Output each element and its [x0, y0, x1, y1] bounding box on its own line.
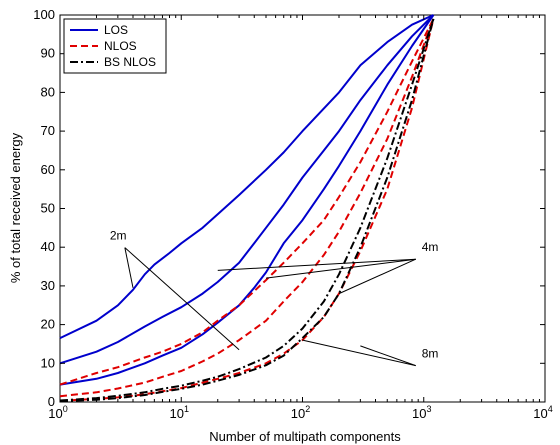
- series-line-los-1: [59, 14, 435, 365]
- annotation-2m: 2m: [110, 229, 240, 351]
- series-line-los-2: [59, 14, 435, 386]
- legend-label: LOS: [104, 23, 128, 37]
- annotation-label: 8m: [422, 347, 439, 361]
- series-line-los-0: [59, 14, 434, 340]
- legend-item-nlos: NLOS: [70, 39, 137, 53]
- x-tick-label: 102: [291, 404, 310, 421]
- x-tick-label: 103: [412, 404, 431, 421]
- legend-item-bs-nlos: BS NLOS: [70, 55, 156, 69]
- axis-layer: 0 10 20 30 40 50 60 70 80 90 100 100 101 102 103 104: [33, 7, 552, 421]
- annotation-pointer: [217, 258, 416, 271]
- annotation-pointer: [338, 258, 416, 295]
- annotation-pointer: [265, 258, 416, 279]
- annotation-pointer: [302, 339, 416, 367]
- y-tick-label: 70: [41, 123, 55, 138]
- annotation-layer: 2m 4m 8m: [110, 229, 439, 367]
- series-layer: [59, 14, 435, 403]
- annotation-label: 2m: [110, 229, 127, 243]
- y-tick-label: 40: [41, 239, 55, 254]
- series-line-bs-nlos-6: [59, 18, 435, 403]
- series-line-nlos-3: [59, 18, 435, 386]
- series-line-nlos-4: [59, 18, 435, 398]
- y-tick-label: 80: [41, 84, 55, 99]
- y-tick-label: 50: [41, 201, 55, 216]
- annotation-pointer: [360, 345, 416, 367]
- y-tick-label: 100: [33, 7, 55, 22]
- annotation-label: 4m: [422, 240, 439, 254]
- series-line-bs-nlos-7: [59, 18, 435, 402]
- x-tick-label: 101: [170, 404, 189, 421]
- y-tick-label: 60: [41, 162, 55, 177]
- x-tick-label: 100: [48, 404, 67, 421]
- annotation-4m: 4m: [217, 240, 439, 295]
- annotation-8m: 8m: [302, 339, 439, 367]
- y-tick-label: 10: [41, 355, 55, 370]
- annotation-pointer: [124, 247, 240, 351]
- y-tick-label: 20: [41, 317, 55, 332]
- annotation-pointer: [124, 247, 134, 288]
- legend-label: NLOS: [104, 39, 137, 53]
- y-axis-label: % of total received energy: [8, 132, 23, 283]
- x-axis-label: Number of multipath components: [209, 429, 401, 444]
- y-tick-label: 30: [41, 278, 55, 293]
- y-tick-label: 90: [41, 46, 55, 61]
- legend-label: BS NLOS: [104, 55, 156, 69]
- legend-item-los: LOS: [70, 23, 128, 37]
- legend: LOS NLOS BS NLOS: [63, 18, 167, 74]
- y-tick-label: 0: [48, 394, 55, 409]
- x-tick-label: 104: [533, 404, 552, 421]
